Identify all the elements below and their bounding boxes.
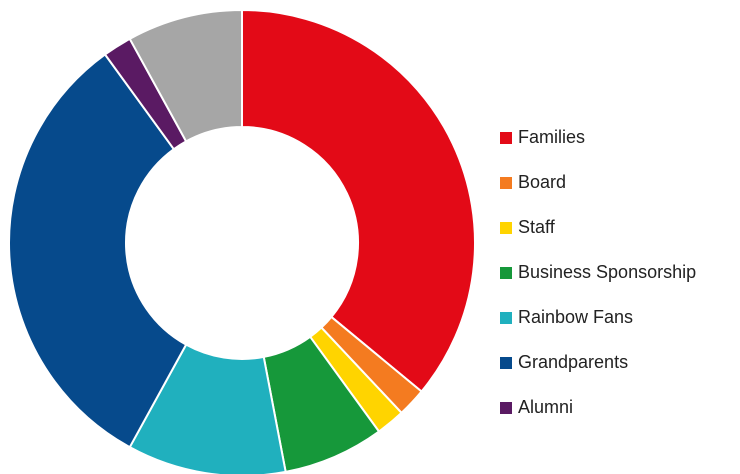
- donut-slice-grandparents: [8, 53, 188, 449]
- donut-slice-other: [128, 8, 243, 143]
- legend-item: Alumni: [500, 385, 735, 430]
- legend-item: Board: [500, 160, 735, 205]
- legend-swatch: [500, 266, 512, 279]
- legend-label: Board: [518, 172, 567, 192]
- donut-slice-families: [241, 8, 476, 393]
- legend-label: Families: [518, 127, 586, 147]
- legend-label: Alumni: [518, 397, 574, 417]
- legend-swatch: [500, 356, 512, 369]
- legend-item: Families: [500, 115, 735, 160]
- legend-label: Rainbow Fans: [518, 307, 634, 327]
- legend-item: Rainbow Fans: [500, 295, 735, 340]
- legend-swatch: [500, 176, 512, 189]
- legend-label: Staff: [518, 217, 555, 237]
- chart-legend: Families Board Staff Business Sponsorship Ra…: [500, 115, 735, 430]
- legend-item: Grandparents: [500, 340, 735, 385]
- legend-swatch: [500, 221, 512, 234]
- legend-swatch: [500, 131, 512, 144]
- legend-swatch: [500, 311, 512, 324]
- legend-label: Grandparents: [518, 352, 629, 372]
- legend-item: Staff: [500, 205, 735, 250]
- legend-item: Business Sponsorship: [500, 250, 735, 295]
- legend-swatch: [500, 401, 512, 414]
- legend-label: Business Sponsorship: [518, 262, 697, 282]
